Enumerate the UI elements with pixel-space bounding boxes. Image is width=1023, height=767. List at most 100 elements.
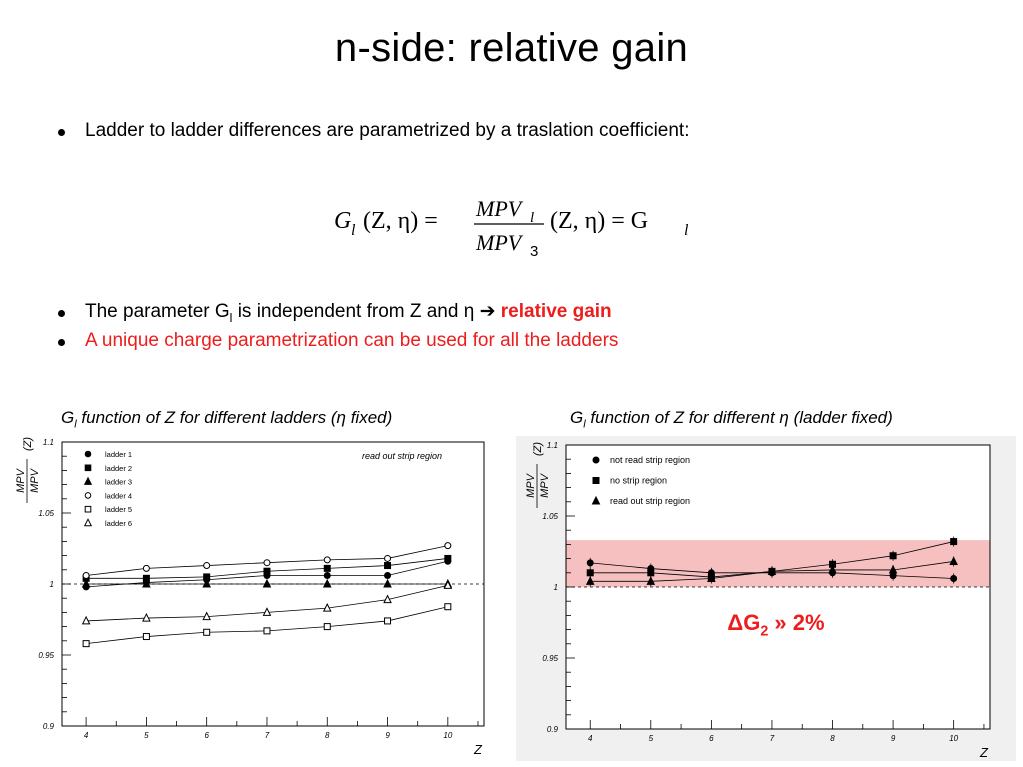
legend-marker xyxy=(84,464,92,472)
y-tick-label: 0.95 xyxy=(542,654,558,663)
data-point-3 xyxy=(262,578,272,588)
bullet-text-2a: The parameter G xyxy=(85,301,230,322)
x-axis-label: Z xyxy=(473,742,483,757)
x-tick-label: 4 xyxy=(84,731,89,740)
x-tick-label: 8 xyxy=(830,734,835,743)
chart-annotation: read out strip region xyxy=(362,451,442,461)
relative-gain-label: relative gain xyxy=(500,301,612,322)
y-tick-label: 1.1 xyxy=(547,441,558,450)
bullet-icon xyxy=(58,310,65,318)
legend-label: ladder 5 xyxy=(105,505,132,514)
formula-lhs-sub: l xyxy=(351,222,356,239)
y-tick-label: 0.9 xyxy=(43,722,55,731)
data-point-6 xyxy=(202,611,211,621)
y-axis-label: MPV MPV (Z) xyxy=(15,437,41,503)
data-point-3 xyxy=(81,578,91,588)
data-point-2 xyxy=(950,538,958,546)
data-point-5 xyxy=(384,617,392,625)
data-point-6 xyxy=(262,607,272,616)
x-axis-label: Z xyxy=(979,745,989,760)
bullet-text-3: A unique charge parametrization can be u… xyxy=(85,330,619,351)
data-point-3 xyxy=(949,556,958,565)
formula-lhs-args: (Z, η) = xyxy=(363,208,438,234)
ladder-chart: 0.9 0.95 1 1.05 1.1 4 5 6 7 8 9 10 Z MPV MPV (Z) ladder … xyxy=(15,437,485,757)
legend-label: ladder 1 xyxy=(105,450,132,459)
y-label-numerator: MPV xyxy=(15,467,27,493)
slide-title: n-side: relative gain xyxy=(334,26,689,70)
data-point-4 xyxy=(323,556,331,564)
x-tick-label: 6 xyxy=(204,731,209,740)
data-point-2 xyxy=(647,569,655,577)
data-point-5 xyxy=(142,633,150,641)
x-tick-label: 6 xyxy=(709,734,714,743)
legend-label: not read strip region xyxy=(610,455,690,465)
data-point-3 xyxy=(322,578,332,588)
legend-label: read out strip region xyxy=(610,496,690,506)
legend-marker xyxy=(592,477,600,484)
arrow-icon: ➔ xyxy=(479,301,496,322)
formula-numerator: MPV xyxy=(475,196,524,221)
data-point-4 xyxy=(263,559,271,567)
x-tick-label: 5 xyxy=(649,734,654,743)
bullet-text-2b: is independent from Z and η xyxy=(232,301,480,322)
x-tick-label: 9 xyxy=(385,731,390,740)
legend-marker xyxy=(591,495,601,505)
y-tick-label: 1 xyxy=(554,583,558,592)
data-point-1 xyxy=(586,559,594,567)
x-tick-label: 10 xyxy=(949,734,958,743)
legend-label: ladder 3 xyxy=(105,478,132,487)
data-point-4 xyxy=(203,562,211,570)
data-point-6 xyxy=(322,603,332,612)
data-point-4 xyxy=(384,554,392,562)
legend-label: ladder 4 xyxy=(105,491,132,500)
data-point-3 xyxy=(585,576,595,585)
legend-label: ladder 6 xyxy=(105,519,132,528)
legend-marker xyxy=(84,450,92,458)
data-point-2 xyxy=(586,569,594,577)
data-point-3 xyxy=(707,573,716,582)
legend-marker xyxy=(84,505,92,513)
y-tick-label: 0.9 xyxy=(547,725,559,734)
formula-denominator: MPV xyxy=(475,230,524,255)
data-point-5 xyxy=(444,603,452,611)
caption-right-text: function of Z for different η (ladder fi… xyxy=(585,408,893,427)
caption-left-g: G xyxy=(61,408,75,427)
formula-denominator-sub: 3 xyxy=(530,243,538,258)
x-tick-label: 8 xyxy=(325,731,330,740)
y-tick-label: 1.05 xyxy=(38,509,54,518)
bullet-item-1: Ladder to ladder differences are paramet… xyxy=(58,120,689,142)
data-point-3 xyxy=(142,578,151,588)
data-point-3 xyxy=(646,576,656,585)
data-point-4 xyxy=(82,571,90,579)
data-point-3 xyxy=(767,566,777,575)
legend-marker xyxy=(83,476,93,485)
data-point-3 xyxy=(888,564,898,574)
caption-right-g: G xyxy=(570,408,584,427)
legend-label: ladder 2 xyxy=(105,464,132,473)
y-label-denominator: MPV xyxy=(29,467,41,493)
legend-marker xyxy=(592,456,600,464)
data-point-1 xyxy=(384,571,392,579)
data-point-4 xyxy=(444,542,452,550)
data-point-3 xyxy=(383,578,392,588)
caption-left-sub: l xyxy=(74,418,77,431)
x-tick-label: 9 xyxy=(891,734,896,743)
y-axis-label: MPV MPV (Z) xyxy=(525,442,551,508)
delta-gain-sub: 2 xyxy=(760,623,769,640)
y-label-numerator: MPV xyxy=(525,472,537,498)
y-label-denominator: MPV xyxy=(539,472,551,498)
bullet-text-2-sub: l xyxy=(229,310,233,325)
legend-label: no strip region xyxy=(610,476,667,486)
data-point-4 xyxy=(142,564,150,572)
delta-gain-value: » 2% xyxy=(768,610,825,635)
bullet-icon xyxy=(58,129,65,137)
x-tick-label: 7 xyxy=(770,734,775,743)
legend-marker xyxy=(83,518,93,527)
data-point-2 xyxy=(384,562,392,570)
data-point-2 xyxy=(444,554,452,562)
y-tick-label: 1 xyxy=(50,580,54,589)
data-point-5 xyxy=(323,623,331,631)
data-point-6 xyxy=(81,615,91,625)
data-point-3 xyxy=(202,578,211,588)
data-point-2 xyxy=(263,567,271,575)
